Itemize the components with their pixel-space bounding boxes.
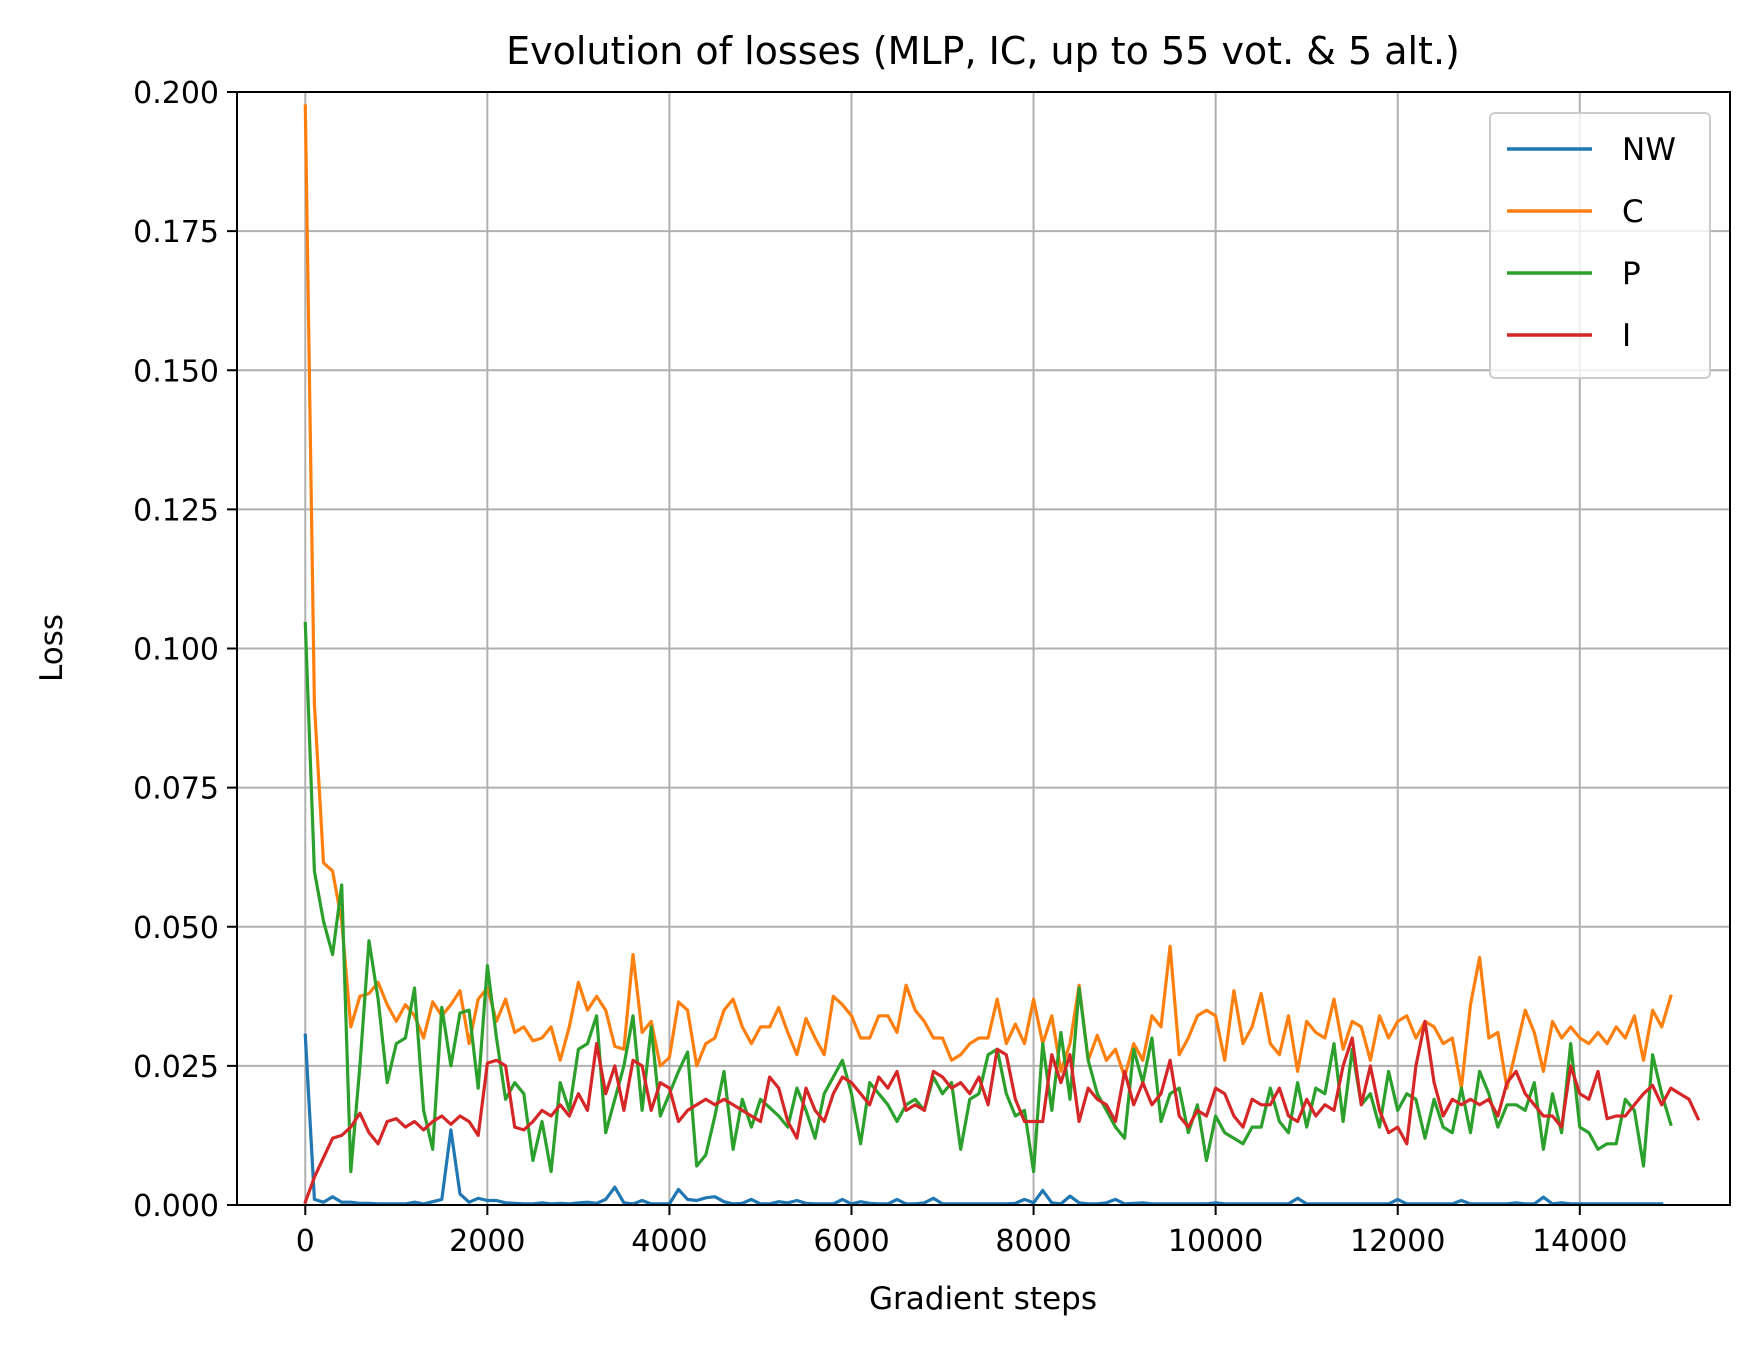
- y-tick-label: 0.125: [133, 493, 219, 528]
- y-axis-label: Loss: [34, 614, 70, 682]
- y-tick-label: 0.000: [133, 1189, 219, 1224]
- x-tick-label: 12000: [1350, 1224, 1445, 1259]
- legend-label-i: I: [1622, 318, 1631, 354]
- x-tick-label: 14000: [1532, 1224, 1627, 1259]
- x-tick-label: 10000: [1168, 1224, 1263, 1259]
- legend-box: [1489, 112, 1711, 379]
- x-tick-label: 0: [296, 1224, 315, 1259]
- x-axis-ticks: 0 2000 4000 6000 8000 10000 12000 14000: [296, 1205, 1628, 1259]
- x-tick-label: 4000: [631, 1224, 707, 1259]
- series-line-c: [303, 104, 1673, 1090]
- x-tick-label: 8000: [995, 1224, 1071, 1259]
- y-axis-ticks: 0.000 0.025 0.050 0.075 0.100 0.125 0.150 0.175…: [133, 76, 237, 1224]
- y-tick-label: 0.150: [133, 354, 219, 389]
- x-tick-label: 2000: [449, 1224, 525, 1259]
- y-tick-label: 0.075: [133, 772, 219, 807]
- legend-label-c: C: [1622, 194, 1644, 230]
- x-tick-label: 6000: [813, 1224, 889, 1259]
- y-tick-label: 0.200: [133, 76, 219, 111]
- y-tick-label: 0.050: [133, 911, 219, 946]
- y-tick-label: 0.175: [133, 215, 219, 250]
- legend-label-p: P: [1622, 256, 1641, 292]
- series-lines: [303, 104, 1701, 1206]
- y-tick-label: 0.025: [133, 1050, 219, 1085]
- chart-title: Evolution of losses (MLP, IC, up to 55 v…: [506, 29, 1460, 73]
- legend-label-nw: NW: [1622, 132, 1676, 168]
- series-line-nw: [303, 1033, 1664, 1206]
- y-tick-label: 0.100: [133, 633, 219, 668]
- series-line-i: [303, 1019, 1701, 1205]
- x-axis-label: Gradient steps: [869, 1281, 1097, 1317]
- series-line-p: [303, 621, 1673, 1174]
- legend: NW CPI: [1489, 112, 1711, 379]
